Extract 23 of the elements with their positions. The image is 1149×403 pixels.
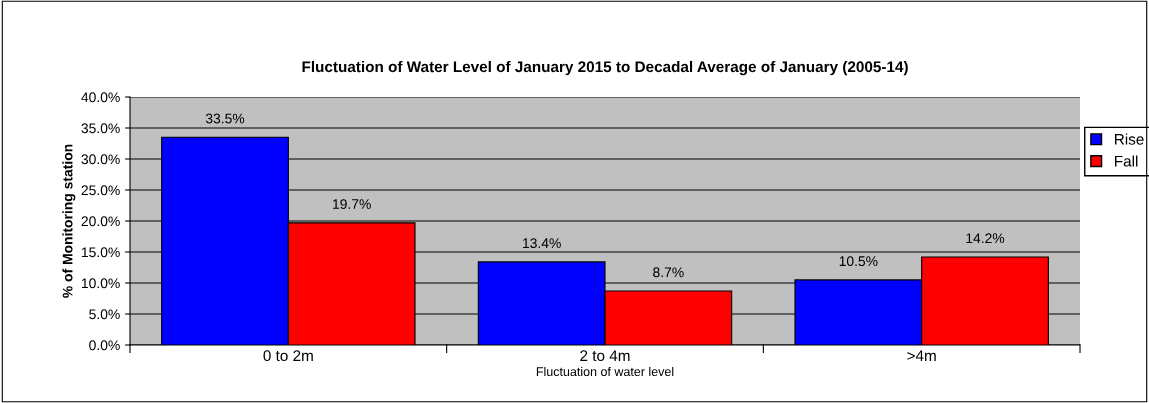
y-tick-label: 10.0% xyxy=(81,278,120,289)
y-tick-label: 20.0% xyxy=(81,216,120,227)
y-tick-label: 0.0% xyxy=(89,340,120,351)
chart-title: Fluctuation of Water Level of January 2015 to Decadal Average of January (2005-14) xyxy=(302,60,908,76)
data-label: 19.7% xyxy=(333,199,371,209)
y-tick-label: 30.0% xyxy=(81,154,120,165)
legend-label: Fall xyxy=(1115,155,1138,167)
y-tick-label: 35.0% xyxy=(81,123,120,134)
data-label: 13.4% xyxy=(523,238,561,249)
y-tick-label: 15.0% xyxy=(81,247,120,258)
data-label: 10.5% xyxy=(839,256,878,267)
x-axis-title: Fluctuation of water level xyxy=(536,366,674,377)
data-label: 14.2% xyxy=(966,233,1005,244)
x-tick-label: 2 to 4m xyxy=(580,350,630,362)
x-tick-label: >4m xyxy=(907,350,936,361)
y-tick-label: 40.0% xyxy=(81,92,120,103)
y-axis-title: % of Monitoring station xyxy=(62,144,76,298)
legend-label: Rise xyxy=(1115,133,1144,145)
x-tick-label: 0 to 2m xyxy=(263,350,313,362)
data-label: 8.7% xyxy=(653,267,684,278)
y-tick-label: 5.0% xyxy=(89,309,120,320)
data-label: 33.5% xyxy=(205,113,245,124)
y-tick-label: 25.0% xyxy=(81,185,120,196)
